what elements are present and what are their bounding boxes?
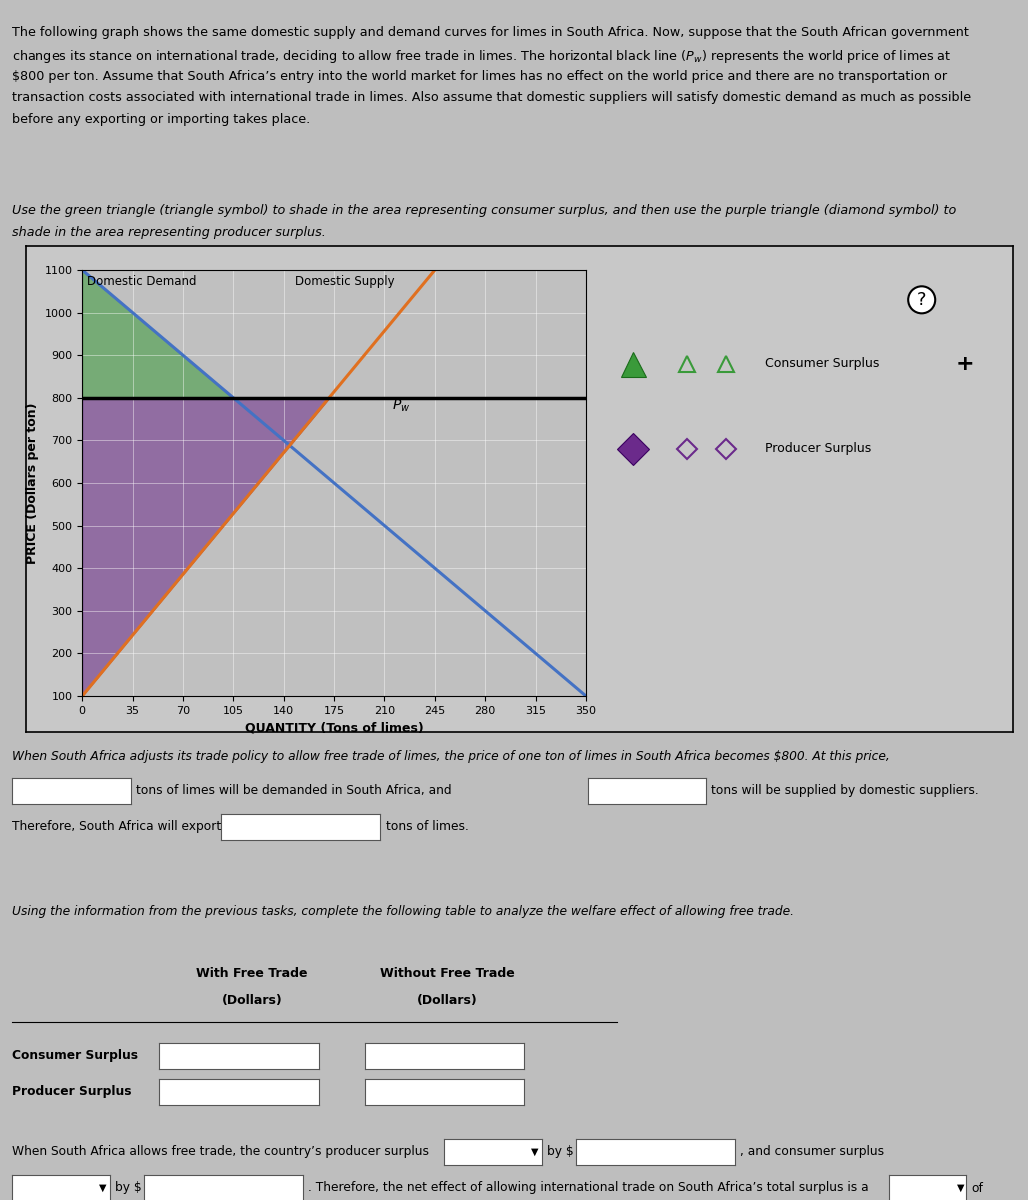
Text: Producer Surplus: Producer Surplus xyxy=(766,443,872,456)
Text: $800 per ton. Assume that South Africa’s entry into the world market for limes h: $800 per ton. Assume that South Africa’s… xyxy=(12,70,948,83)
Text: (Dollars): (Dollars) xyxy=(416,994,478,1007)
Text: ▼: ▼ xyxy=(531,1147,539,1157)
Y-axis label: PRICE (Dollars per ton): PRICE (Dollars per ton) xyxy=(26,402,39,564)
Text: before any exporting or importing takes place.: before any exporting or importing takes … xyxy=(12,113,310,126)
Text: by $: by $ xyxy=(547,1146,574,1158)
Polygon shape xyxy=(82,270,233,398)
Text: With Free Trade: With Free Trade xyxy=(196,967,307,980)
Text: tons of limes will be demanded in South Africa, and: tons of limes will be demanded in South … xyxy=(136,785,451,797)
Text: by $: by $ xyxy=(115,1182,142,1194)
Text: tons of limes.: tons of limes. xyxy=(386,821,469,833)
Text: changes its stance on international trade, deciding to allow free trade in limes: changes its stance on international trad… xyxy=(12,48,952,65)
Text: The following graph shows the same domestic supply and demand curves for limes i: The following graph shows the same domes… xyxy=(12,26,969,40)
X-axis label: QUANTITY (Tons of limes): QUANTITY (Tons of limes) xyxy=(245,721,424,734)
Text: When South Africa adjusts its trade policy to allow free trade of limes, the pri: When South Africa adjusts its trade poli… xyxy=(12,750,890,763)
Polygon shape xyxy=(82,398,329,696)
Text: shade in the area representing producer surplus.: shade in the area representing producer … xyxy=(12,226,326,239)
Text: Producer Surplus: Producer Surplus xyxy=(12,1086,132,1098)
Text: $P_w$: $P_w$ xyxy=(392,397,410,414)
Text: tons will be supplied by domestic suppliers.: tons will be supplied by domestic suppli… xyxy=(711,785,979,797)
Text: transaction costs associated with international trade in limes. Also assume that: transaction costs associated with intern… xyxy=(12,91,971,104)
Text: ▼: ▼ xyxy=(957,1183,964,1193)
Text: ▼: ▼ xyxy=(100,1183,107,1193)
Text: When South Africa allows free trade, the country’s producer surplus: When South Africa allows free trade, the… xyxy=(12,1146,430,1158)
Text: Domestic Supply: Domestic Supply xyxy=(295,275,395,288)
Text: of: of xyxy=(971,1182,984,1194)
Text: Consumer Surplus: Consumer Surplus xyxy=(766,358,880,371)
Text: Therefore, South Africa will export: Therefore, South Africa will export xyxy=(12,821,222,833)
Text: ?: ? xyxy=(917,290,926,308)
Text: , and consumer surplus: , and consumer surplus xyxy=(740,1146,884,1158)
Text: Using the information from the previous tasks, complete the following table to a: Using the information from the previous … xyxy=(12,905,795,918)
Text: Use the green triangle (triangle symbol) to shade in the area representing consu: Use the green triangle (triangle symbol)… xyxy=(12,204,957,217)
Text: Domestic Demand: Domestic Demand xyxy=(86,275,196,288)
Text: Consumer Surplus: Consumer Surplus xyxy=(12,1050,139,1062)
Text: +: + xyxy=(955,354,974,373)
Text: Without Free Trade: Without Free Trade xyxy=(379,967,515,980)
Text: (Dollars): (Dollars) xyxy=(221,994,283,1007)
Text: . Therefore, the net effect of allowing international trade on South Africa’s to: . Therefore, the net effect of allowing … xyxy=(308,1182,869,1194)
